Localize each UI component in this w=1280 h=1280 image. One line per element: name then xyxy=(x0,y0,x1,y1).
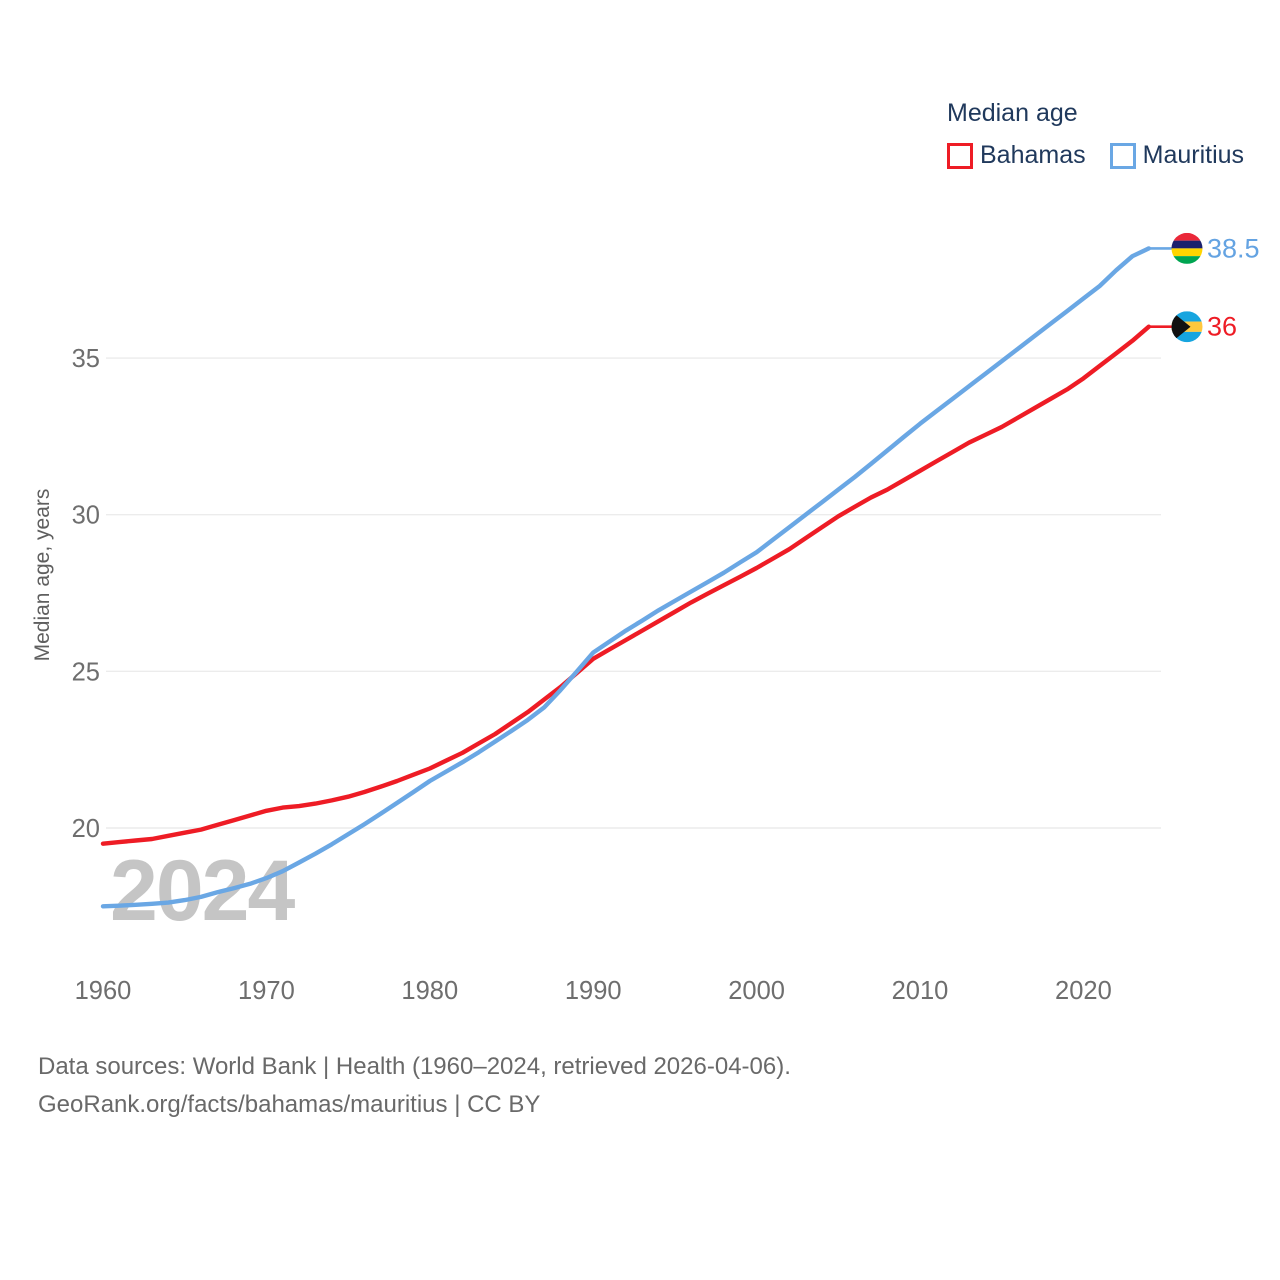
y-tick-25: 25 xyxy=(72,658,100,686)
chart-legend: Median age Bahamas Mauritius xyxy=(947,99,1244,170)
x-tick-2020: 2020 xyxy=(1055,977,1112,1005)
x-tick-2010: 2010 xyxy=(892,977,949,1005)
y-tick-30: 30 xyxy=(72,502,100,530)
y-axis-title: Median age, years xyxy=(31,488,54,662)
x-tick-1960: 1960 xyxy=(75,977,132,1005)
median-age-line-chart: 20 25 30 35 1960 1970 1980 1990 2000 2010 2020 38.5… xyxy=(72,232,1260,1005)
x-tick-2000: 2000 xyxy=(728,977,785,1005)
flag-icon-bahamas xyxy=(1171,311,1203,343)
end-value-label-mauritius: 38.5 xyxy=(1207,233,1260,263)
footer-attribution: GeoRank.org/facts/bahamas/mauritius | CC… xyxy=(38,1091,541,1118)
x-tick-1970: 1970 xyxy=(238,977,295,1005)
legend-label-mauritius: Mauritius xyxy=(1142,141,1245,169)
legend-title: Median age xyxy=(947,99,1078,127)
x-tick-1980: 1980 xyxy=(401,977,458,1005)
flag-icon-mauritius xyxy=(1171,232,1203,264)
footer: Data sources: World Bank | Health (1960–… xyxy=(38,1048,791,1124)
y-tick-20: 20 xyxy=(72,815,100,843)
x-tick-1990: 1990 xyxy=(565,977,622,1005)
watermark-year: 2024 xyxy=(110,843,295,939)
bahamas-swatch-icon xyxy=(947,142,973,169)
mauritius-swatch-icon xyxy=(1109,142,1136,169)
end-value-label-bahamas: 36 xyxy=(1207,312,1237,342)
series-line-mauritius[interactable] xyxy=(100,246,1152,909)
legend-item-bahamas[interactable]: Bahamas xyxy=(947,141,1086,170)
series-line-bahamas[interactable] xyxy=(100,324,1152,846)
legend-items: Bahamas Mauritius xyxy=(947,141,1244,170)
legend-label-bahamas: Bahamas xyxy=(980,141,1086,169)
y-tick-35: 35 xyxy=(72,345,100,373)
legend-item-mauritius[interactable]: Mauritius xyxy=(1109,141,1245,170)
footer-sources: Data sources: World Bank | Health (1960–… xyxy=(38,1053,791,1080)
